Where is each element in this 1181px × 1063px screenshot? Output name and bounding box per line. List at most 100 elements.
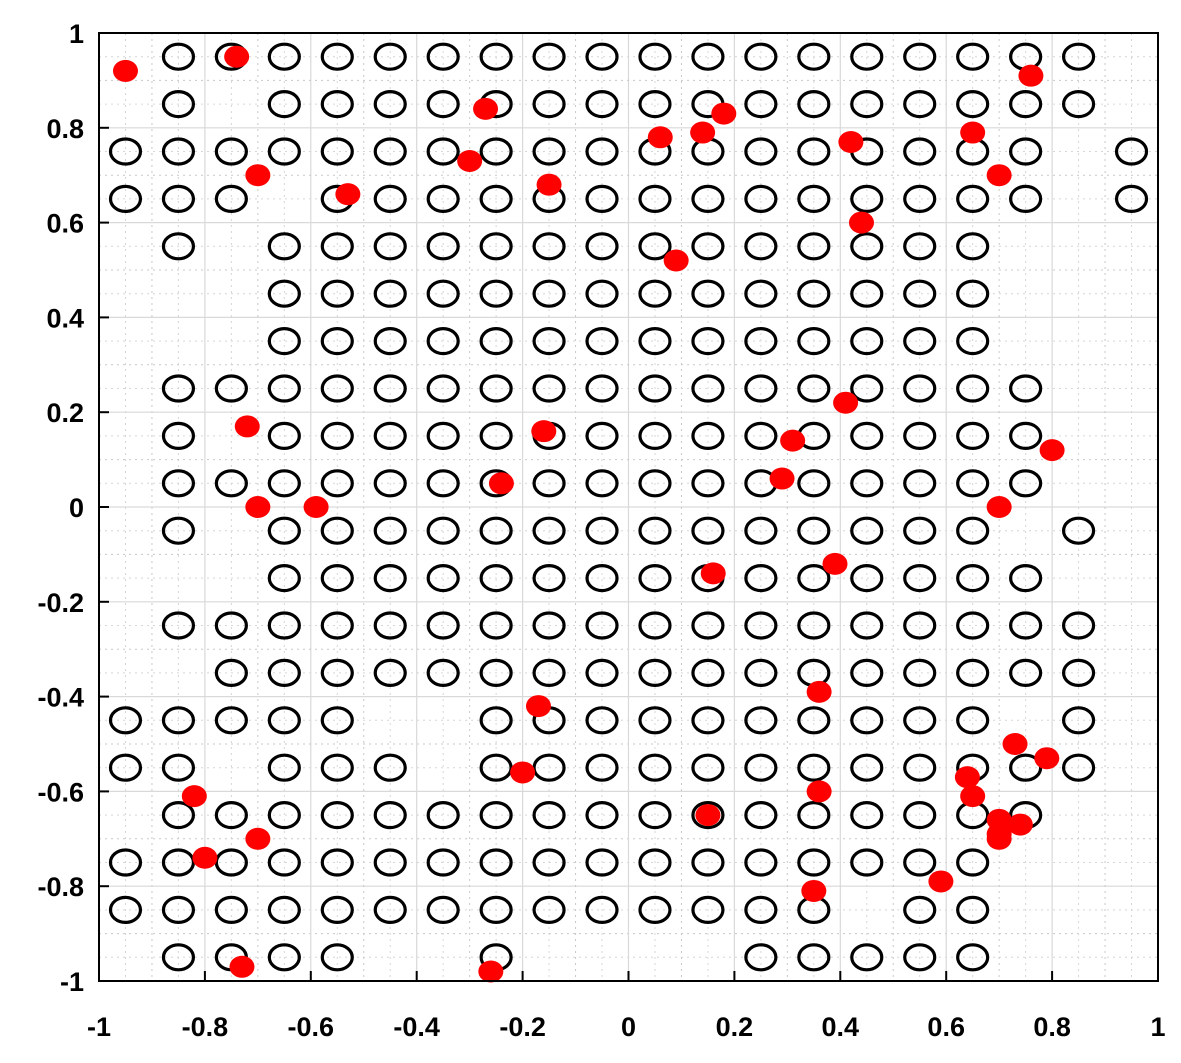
data-point-circle: [638, 848, 672, 877]
data-point-red: [960, 785, 986, 808]
data-point-circle: [426, 563, 460, 593]
y-tick-labels: 1 0.8 0.6 0.4 0.2 0 -0.2 -0.4 -0.6 -0.8 -1: [37, 19, 84, 997]
data-point-red: [192, 846, 218, 869]
data-point-circle: [903, 42, 937, 71]
data-point-circle: [214, 184, 248, 213]
x-tick-label: 0.8: [1033, 1012, 1071, 1042]
data-point-circle: [585, 706, 619, 735]
data-point-circle: [850, 184, 884, 213]
data-point-circle: [320, 943, 354, 972]
data-point-circle: [903, 89, 937, 119]
data-point-circle: [1061, 753, 1096, 782]
y-tick-label: 0.4: [46, 303, 84, 333]
data-point-circle: [320, 327, 354, 356]
data-point-circle: [903, 658, 937, 688]
data-point-circle: [903, 279, 937, 308]
data-point-circle: [585, 42, 619, 71]
data-point-circle: [850, 611, 884, 640]
data-point-circle: [1009, 89, 1043, 119]
data-point-circle: [214, 800, 248, 830]
data-point-circle: [638, 895, 672, 925]
data-point-red: [806, 780, 832, 803]
data-point-circle: [903, 374, 937, 403]
data-point-red: [986, 496, 1012, 518]
data-point-circle: [850, 516, 884, 545]
data-point-circle: [426, 800, 460, 830]
data-point-circle: [320, 279, 354, 308]
data-point-red: [954, 766, 980, 789]
data-point-circle: [320, 469, 354, 498]
data-point-circle: [744, 374, 778, 403]
data-point-red: [224, 45, 250, 68]
data-point-circle: [214, 895, 248, 925]
data-point-circle: [638, 611, 672, 640]
data-point-red: [986, 164, 1012, 187]
data-point-circle: [691, 374, 725, 403]
data-point-red: [181, 785, 207, 808]
data-point-circle: [108, 753, 143, 782]
data-point-circle: [956, 848, 990, 877]
data-point-circle: [638, 658, 672, 688]
data-point-red: [780, 429, 806, 452]
data-point-red: [960, 121, 986, 144]
data-point-circle: [797, 848, 831, 877]
data-point-circle: [426, 42, 460, 71]
data-point-circle: [532, 753, 566, 782]
data-point-circle: [373, 611, 407, 640]
x-tick-label: 1: [1150, 1012, 1165, 1042]
data-point-red: [1007, 813, 1033, 836]
data-point-circle: [479, 848, 513, 877]
data-point-circle: [532, 137, 566, 166]
data-point-circle: [797, 184, 831, 213]
data-point-circle: [320, 421, 354, 450]
data-point-circle: [1009, 469, 1043, 498]
data-point-circle: [161, 137, 196, 166]
data-point-circle: [903, 184, 937, 213]
x-tick-labels: -1 -0.8 -0.6 -0.4 -0.2 0 0.2 0.4 0.6 0.8 1: [87, 1012, 1166, 1042]
data-point-red: [245, 827, 271, 850]
data-point-red: [488, 472, 514, 495]
data-point-circle: [638, 563, 672, 593]
data-point-circle: [426, 469, 460, 498]
data-point-circle: [479, 184, 513, 213]
data-point-circle: [585, 327, 619, 356]
data-point-circle: [585, 89, 619, 119]
data-point-circle: [320, 516, 354, 545]
data-point-red: [1034, 747, 1060, 770]
y-tick-label: 0.8: [46, 114, 84, 144]
data-point-circle: [373, 327, 407, 356]
data-point-circle: [373, 137, 407, 166]
data-point-circle: [532, 563, 566, 593]
data-point-circle: [691, 800, 725, 830]
data-point-circle: [638, 232, 672, 261]
data-point-circle: [691, 895, 725, 925]
data-point-circle: [161, 516, 196, 545]
data-point-circle: [426, 137, 460, 166]
data-point-circle: [585, 800, 619, 830]
data-point-circle: [903, 137, 937, 166]
data-point-circle: [797, 42, 831, 71]
data-point-circle: [267, 658, 301, 688]
data-point-circle: [373, 184, 407, 213]
data-point-circle: [532, 800, 566, 830]
data-point-circle: [320, 563, 354, 593]
data-point-circle: [532, 279, 566, 308]
data-point-circle: [744, 800, 778, 830]
data-point-circle: [956, 563, 990, 593]
data-point-circle: [532, 327, 566, 356]
data-point-red: [711, 102, 737, 125]
data-point-circle: [903, 469, 937, 498]
data-point-circle: [161, 611, 196, 640]
data-point-circle: [956, 232, 990, 261]
data-point-circle: [479, 421, 513, 450]
data-point-circle: [267, 943, 301, 972]
data-point-circle: [638, 327, 672, 356]
data-point-circle: [214, 137, 248, 166]
data-point-circle: [638, 753, 672, 782]
data-point-circle: [744, 706, 778, 735]
data-point-circle: [850, 800, 884, 830]
data-point-red: [335, 183, 361, 206]
data-point-circle: [956, 943, 990, 972]
data-point-circle: [108, 137, 143, 166]
data-point-circle: [426, 327, 460, 356]
